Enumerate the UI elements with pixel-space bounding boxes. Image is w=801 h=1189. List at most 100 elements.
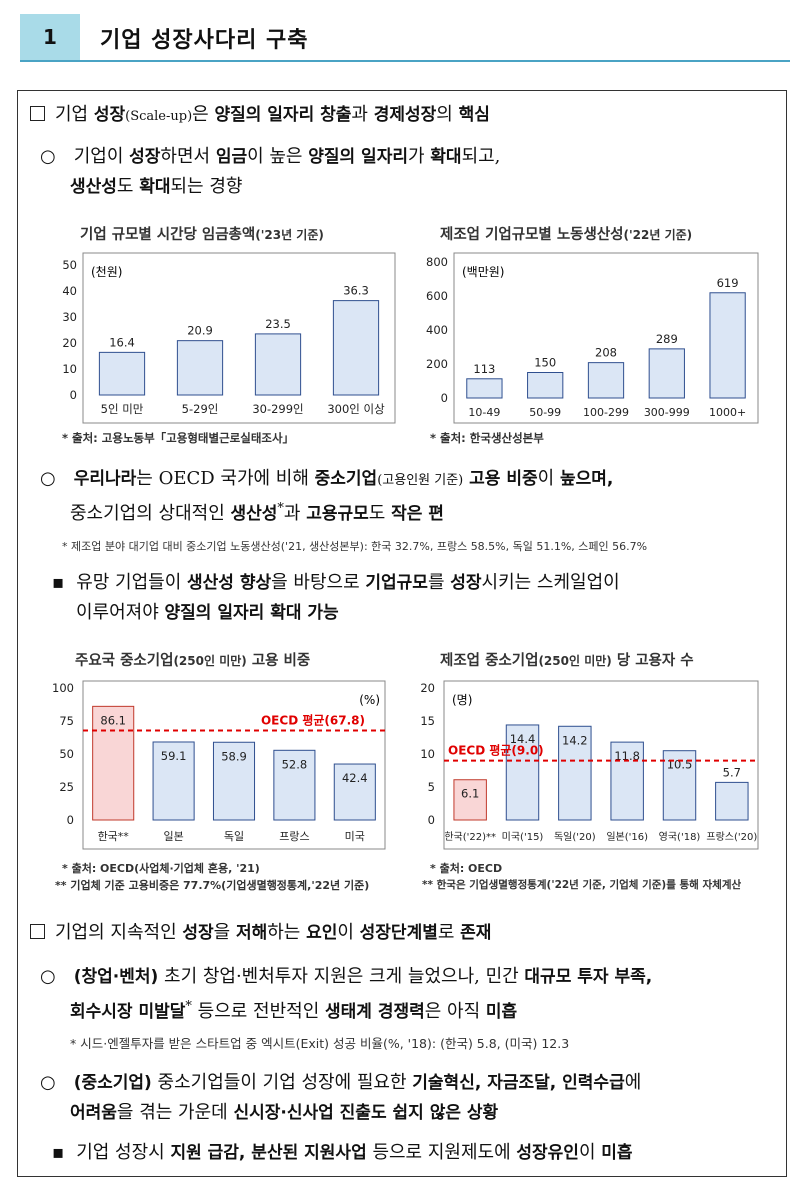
chart4-title: 제조업 중소기업(250인 미만) 당 고용자 수	[440, 653, 694, 669]
header-underline	[20, 60, 790, 62]
y-tick-label: 50	[59, 747, 74, 761]
bullet-scaleup-2: 이루어져야 양질의 일자리 확대 가능	[76, 602, 339, 623]
bar	[212, 741, 256, 821]
chart4-source1: * 출처: OECD	[430, 862, 503, 875]
data-label: 5.7	[723, 765, 741, 779]
y-tick-label: 100	[52, 681, 74, 695]
chart3-unit: (%)	[359, 693, 380, 707]
data-label: 14.4	[510, 732, 536, 746]
y-tick-label: 20	[420, 681, 435, 695]
bar	[662, 750, 697, 821]
bullet-venture-2: 회수시장 미발달* 등으로 전반적인 생태계 경쟁력은 아직 미흡	[70, 999, 518, 1022]
x-tick-label: 한국**	[98, 830, 130, 843]
bullet-venture-1: ○ (창업·벤처) 초기 창업·벤처투자 지원은 크게 늘었으나, 민간 대규모 …	[40, 966, 653, 987]
bar	[332, 300, 380, 396]
data-label: 59.1	[161, 749, 187, 763]
data-label: 36.3	[343, 284, 369, 298]
y-tick-label: 40	[62, 284, 77, 298]
chart3-svg: (%) 0 25 50 75 100 86.1 한국** 59.1 일본 58.9 독일 52.8 프랑…	[52, 680, 386, 850]
data-label: 20.9	[187, 324, 213, 338]
y-tick-label: 0	[67, 813, 74, 827]
chart1-svg: (천원) 0 10 20 30 40 50 16.4 5인 미만 20.9 5-29인 23.5 30…	[62, 252, 396, 424]
y-tick-label: 30	[62, 310, 77, 324]
y-tick-label: 600	[426, 289, 448, 303]
x-tick-label: 일본('16)	[606, 831, 648, 843]
x-tick-label: 프랑스('20)	[706, 831, 757, 843]
bullet-sme-2: 어려움을 겪는 가운데 신시장·신사업 진출도 쉽지 않은 상황	[70, 1102, 499, 1123]
bullet-oecd-2: 중소기업의 상대적인 생산성*과 고용규모도 작은 편	[70, 501, 444, 524]
bar	[648, 348, 685, 399]
y-tick-label: 25	[59, 780, 74, 794]
chart1-title: 기업 규모별 시간당 임금총액('23년 기준)	[80, 227, 324, 243]
data-label: 150	[534, 356, 556, 370]
bar	[610, 741, 644, 821]
x-tick-label: 5인 미만	[101, 402, 144, 416]
x-tick-label: 5-29인	[182, 402, 219, 416]
bar	[152, 741, 195, 821]
y-tick-label: 400	[426, 323, 448, 337]
data-label: 14.2	[562, 733, 588, 747]
exit-note: * 시드·엔젤투자를 받은 스타트업 중 엑시트(Exit) 성공 비율(%, …	[70, 1036, 570, 1051]
chart3-source2: ** 기업체 기준 고용비중은 77.7%(기업생멸행정통계,'22년 기준)	[55, 879, 370, 892]
x-tick-label: 미국	[345, 830, 365, 843]
x-tick-label: 300-999	[644, 406, 690, 419]
bar	[527, 372, 564, 399]
y-tick-label: 800	[426, 255, 448, 269]
x-tick-label: 100-299	[583, 406, 629, 419]
bullet-sme-1: ○ (중소기업) 중소기업들이 기업 성장에 필요한 기술혁신, 자금조달, 인력…	[40, 1072, 642, 1093]
y-tick-label: 10	[62, 362, 77, 376]
data-label: 6.1	[461, 787, 479, 801]
x-tick-label: 독일('20)	[554, 831, 596, 843]
chart2-unit: (백만원)	[462, 265, 504, 279]
bar	[558, 725, 592, 821]
x-tick-label: 300인 이상	[327, 402, 385, 416]
data-label: 208	[595, 346, 617, 360]
x-tick-label: 미국('15)	[502, 831, 544, 843]
section-title: 기업 성장사다리 구축	[100, 28, 309, 53]
chart4-source2: ** 한국은 기업생멸행정통계('22년 기준, 기업체 기준)를 통해 자체계…	[422, 879, 742, 891]
chart4-unit: (명)	[452, 693, 472, 707]
data-label: 52.8	[282, 757, 308, 771]
section-header: 1 기업 성장사다리 구축	[20, 14, 790, 62]
bullet-support: ▪ 기업 성장시 지원 급감, 분산된 지원사업 등으로 지원제도에 성장유인이 …	[52, 1142, 633, 1163]
y-tick-label: 0	[428, 813, 435, 827]
heading-scale-up: 기업 성장(Scale-up)은 양질의 일자리 창출과 경제성장의 핵심	[30, 100, 490, 132]
x-tick-label: 30-299인	[252, 402, 303, 416]
y-tick-label: 15	[420, 714, 435, 728]
section-number: 1	[20, 14, 80, 60]
oecd-average-label: OECD 평균(67.8)	[261, 714, 365, 728]
data-label: 289	[656, 332, 678, 346]
chart1-source: * 출처: 고용노동부「고용형태별근로실태조사」	[62, 431, 295, 445]
bar	[98, 351, 146, 396]
bar	[709, 292, 746, 399]
chart4-svg: (명) 0 5 10 15 20 6.1 한국('22)** 14.4 미국('15) 14.2 독…	[420, 680, 759, 850]
chart2-title: 제조업 기업규모별 노동생산성('22년 기준)	[440, 227, 693, 243]
y-tick-label: 75	[59, 714, 74, 728]
bar	[92, 705, 135, 821]
bullet-wage-2: 생산성도 확대되는 경향	[70, 176, 243, 197]
chart4-plot-frame	[443, 680, 759, 850]
chart2-source: * 출처: 한국생산성본부	[430, 431, 544, 445]
x-tick-label: 한국('22)**	[444, 831, 496, 843]
square-bullet-icon	[30, 924, 45, 939]
data-label: 113	[473, 362, 495, 376]
bar	[273, 749, 316, 821]
bar	[587, 362, 625, 399]
data-label: 86.1	[100, 713, 126, 727]
x-tick-label: 프랑스	[279, 830, 309, 843]
bullet-oecd-1: ○ 우리나라는 OECD 국가에 비해 중소기업(고용인원 기준) 고용 비중이 …	[40, 468, 614, 489]
bar	[176, 340, 224, 396]
oecd-average-label: OECD 평균(9.0)	[448, 744, 544, 758]
y-tick-label: 200	[426, 357, 448, 371]
data-label: 58.9	[221, 749, 247, 763]
x-tick-label: 50-99	[529, 406, 561, 419]
bar	[254, 333, 302, 396]
bar	[333, 763, 376, 821]
chart3-source1: * 출처: OECD(사업체·기업체 혼용, '21)	[62, 862, 260, 875]
productivity-note: * 제조업 분야 대기업 대비 중소기업 노동생산성('21, 생산성본부): …	[62, 540, 648, 553]
data-label: 23.5	[265, 317, 291, 331]
bar	[466, 378, 503, 399]
x-tick-label: 독일	[224, 829, 244, 843]
x-tick-label: 일본	[163, 829, 183, 843]
square-bullet-icon	[30, 106, 45, 121]
